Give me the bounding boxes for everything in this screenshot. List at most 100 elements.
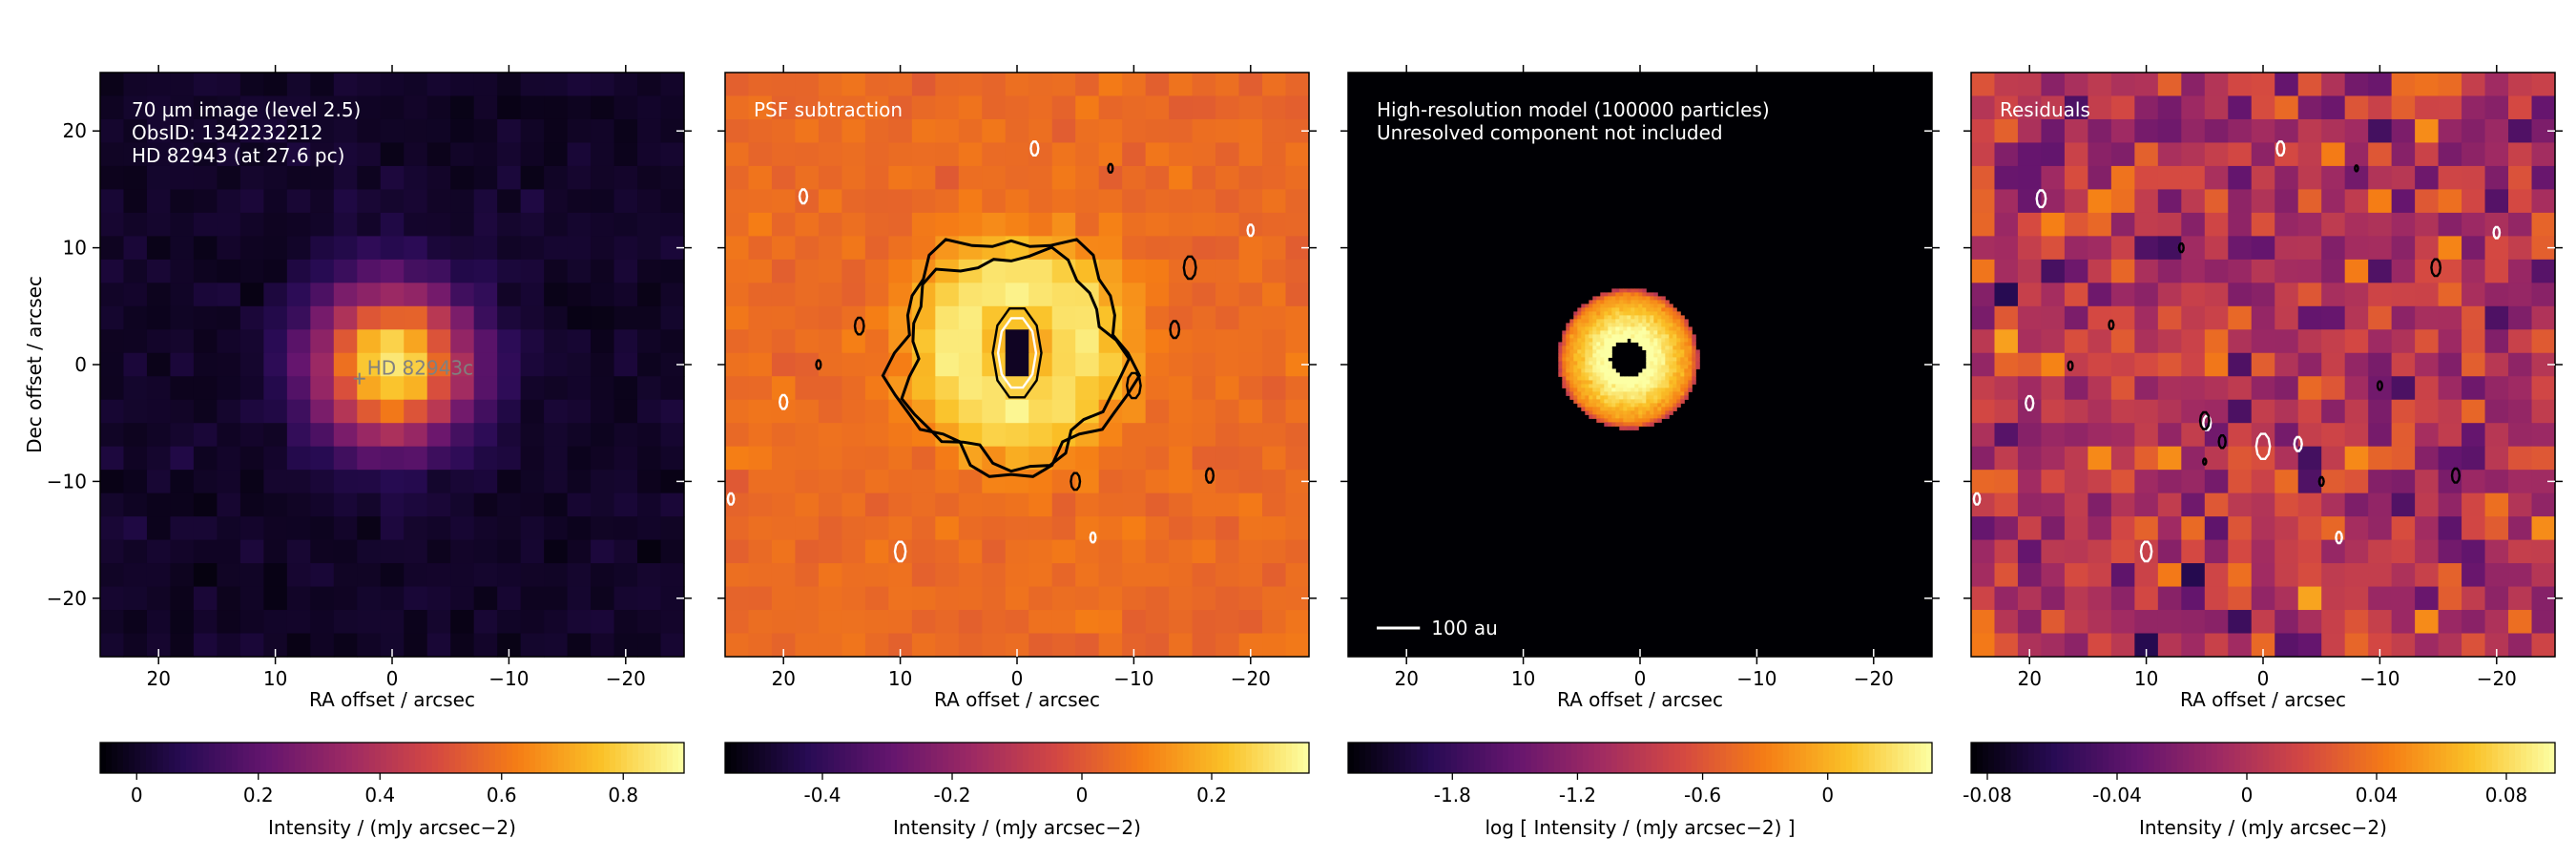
residuals-pixel xyxy=(2134,399,2159,424)
observation-pixel xyxy=(193,610,218,635)
residuals-pixel xyxy=(2415,586,2440,611)
model-disc-cell xyxy=(1642,311,1647,316)
residuals-pixel xyxy=(2484,516,2509,541)
model-disc-cell xyxy=(1623,292,1628,297)
colorbar-observation-segment xyxy=(335,743,342,773)
psf-subtraction-pixel xyxy=(748,539,773,564)
residuals-pixel xyxy=(1994,189,2019,214)
observation-pixel xyxy=(497,189,522,214)
observation-pixel xyxy=(146,539,172,564)
residuals-pixel xyxy=(2368,539,2393,564)
model-disc-cell xyxy=(1596,368,1601,373)
residuals-pixel xyxy=(2531,73,2556,97)
psf-subtraction-pixel xyxy=(982,73,1007,97)
model-disc-cell xyxy=(1642,422,1647,427)
model-disc-cell xyxy=(1619,304,1624,308)
model-disc-cell xyxy=(1669,407,1673,411)
residuals-pixel xyxy=(2088,259,2112,283)
psf-subtraction-pixel xyxy=(935,539,960,564)
psf-subtraction-pixel xyxy=(1262,165,1287,190)
residuals-pixel xyxy=(2344,73,2369,97)
model-disc-cell xyxy=(1589,319,1593,324)
model-disc-cell xyxy=(1623,376,1628,381)
residuals-pixel xyxy=(2368,189,2393,214)
residuals-pixel xyxy=(2088,352,2112,377)
observation-pixel xyxy=(591,563,615,588)
psf-subtraction-pixel xyxy=(1215,446,1240,471)
residuals-pixel xyxy=(2064,95,2088,120)
observation-xtick-label: −10 xyxy=(488,667,529,690)
psf-subtraction-pixel xyxy=(841,165,866,190)
psf-subtraction-pixel xyxy=(1145,610,1170,635)
residuals-pixel xyxy=(2181,539,2206,564)
psf-subtraction-pixel xyxy=(818,376,842,401)
residuals-pixel xyxy=(2134,539,2159,564)
model-disc-cell xyxy=(1653,292,1658,297)
observation-pixel xyxy=(473,329,498,354)
model-disc-cell xyxy=(1573,326,1578,331)
observation-pixel xyxy=(380,423,405,448)
psf-subtraction-pixel xyxy=(795,283,820,307)
model-disc-cell xyxy=(1642,372,1647,377)
observation-pixel xyxy=(380,142,405,167)
model-disc-cell xyxy=(1608,380,1612,385)
observation-pixel xyxy=(333,259,358,283)
residuals-pixel xyxy=(2391,586,2416,611)
observation-pixel xyxy=(380,236,405,261)
model-disc-cell xyxy=(1653,311,1658,316)
psf-subtraction-pixel xyxy=(725,305,750,330)
model-disc-cell xyxy=(1661,357,1666,362)
residuals-pixel xyxy=(2204,73,2229,97)
residuals-pixel xyxy=(2134,73,2159,97)
observation-pixel xyxy=(333,376,358,401)
residuals-pixel xyxy=(2204,212,2229,237)
model-disc-cell xyxy=(1627,395,1631,400)
observation-pixel xyxy=(333,633,358,658)
model-disc-cell xyxy=(1680,380,1685,385)
residuals-pixel xyxy=(2064,329,2088,354)
colorbar-model-segment xyxy=(1520,743,1527,773)
observation-xtick-label: 20 xyxy=(146,667,170,690)
residuals-pixel xyxy=(2415,305,2440,330)
colorbar-model-segment xyxy=(1926,743,1933,773)
model-disc-cell xyxy=(1608,391,1612,396)
residuals-pixel xyxy=(2064,470,2088,494)
model-disc-cell xyxy=(1592,357,1597,362)
observation-pixel xyxy=(217,446,241,471)
observation-pixel xyxy=(239,539,264,564)
colorbar-psf-subtraction-segment xyxy=(1149,743,1155,773)
model-disc-cell xyxy=(1657,407,1662,411)
residuals-pixel xyxy=(2134,470,2159,494)
observation-pixel xyxy=(123,212,148,237)
model-disc-cell xyxy=(1623,380,1628,385)
colorbar-residuals-segment xyxy=(2057,743,2064,773)
planet-marker-label: HD 82943c xyxy=(367,357,473,380)
residuals-pixel xyxy=(2251,95,2275,120)
observation-pixel xyxy=(170,95,195,120)
model-disc-cell xyxy=(1600,349,1605,354)
model-disc-cell xyxy=(1604,357,1609,362)
residuals-pixel xyxy=(2134,492,2159,517)
psf-subtraction-pixel xyxy=(841,586,866,611)
model-disc-cell xyxy=(1615,395,1620,400)
residuals-pixel xyxy=(2228,236,2253,261)
residuals-pixel xyxy=(2204,492,2229,517)
model-overlay: High-resolution model (100000 particles)… xyxy=(1377,98,1770,639)
observation-pixel xyxy=(591,470,615,494)
residuals-pixel xyxy=(1971,283,1996,307)
observation-pixel xyxy=(239,492,264,517)
colorbar-psf-subtraction-gradient xyxy=(725,743,1310,773)
colorbar-psf-subtraction-segment xyxy=(805,743,812,773)
model-disc-cell xyxy=(1577,380,1582,385)
model-disc-cell xyxy=(1634,391,1639,396)
residuals-pixel xyxy=(2134,305,2159,330)
model-disc-cell xyxy=(1592,353,1597,358)
observation-pixel xyxy=(263,259,288,283)
model-disc-cell xyxy=(1623,330,1628,335)
model-disc-cell xyxy=(1619,422,1624,427)
model-disc-cell xyxy=(1600,410,1605,415)
model-disc-cell xyxy=(1657,319,1662,324)
model-disc-cell xyxy=(1676,326,1681,331)
observation-pixel xyxy=(217,586,241,611)
psf-subtraction-pixel xyxy=(1192,305,1216,330)
